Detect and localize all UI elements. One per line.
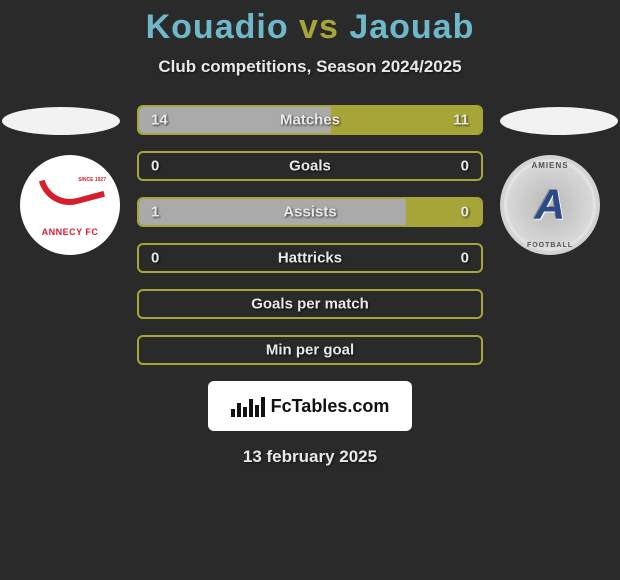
stat-row: Goals 0 0 (137, 151, 483, 181)
stat-bars: Matches1411Goals00Assists10Hattricks00Go… (137, 105, 483, 365)
stat-label: Min per goal (266, 342, 354, 359)
stat-row: Min per goal (137, 335, 483, 365)
stat-row: Matches 14 11 (137, 105, 483, 135)
stat-value-right: 0 (461, 204, 469, 221)
team-a-name: ANNECY FC (42, 227, 99, 237)
stat-value-left: 0 (151, 250, 159, 267)
infographic-container: Kouadio vs Jaouab Club competitions, Sea… (0, 0, 620, 580)
stat-label: Goals (289, 158, 331, 175)
team-a-crest: SINCE 1927 ANNECY FC (20, 155, 120, 255)
stat-value-left: 1 (151, 204, 159, 221)
title-vs: vs (299, 8, 339, 46)
stat-row: Goals per match (137, 289, 483, 319)
brand-box: FcTables.com (208, 381, 412, 431)
team-b-name-top: AMIENS (531, 161, 568, 170)
stat-value-left: 0 (151, 158, 159, 175)
stat-label: Goals per match (251, 296, 369, 313)
team-b-crest: AMIENS A FOOTBALL (500, 155, 600, 255)
bar-fill-left (139, 199, 406, 225)
player-b-name: Jaouab (349, 8, 474, 46)
date: 13 february 2025 (0, 447, 620, 467)
player-b-oval (500, 107, 618, 135)
stat-row: Hattricks 0 0 (137, 243, 483, 273)
stat-value-right: 0 (461, 250, 469, 267)
subtitle: Club competitions, Season 2024/2025 (0, 57, 620, 77)
stat-label: Assists (283, 204, 336, 221)
team-b-name-bot: FOOTBALL (527, 242, 573, 249)
stat-value-right: 11 (453, 112, 469, 129)
stat-label: Hattricks (278, 250, 342, 267)
stats-area: SINCE 1927 ANNECY FC AMIENS A FOOTBALL M… (0, 105, 620, 365)
player-a-name: Kouadio (146, 8, 289, 46)
bar-fill-right (406, 199, 481, 225)
stat-label: Matches (280, 112, 340, 129)
brand-logo-icon (231, 395, 265, 417)
stat-row: Assists 1 0 (137, 197, 483, 227)
stat-value-right: 0 (461, 158, 469, 175)
stat-value-left: 14 (151, 112, 168, 129)
player-a-oval (2, 107, 120, 135)
brand-text: FcTables.com (271, 396, 390, 417)
title: Kouadio vs Jaouab (0, 8, 620, 47)
